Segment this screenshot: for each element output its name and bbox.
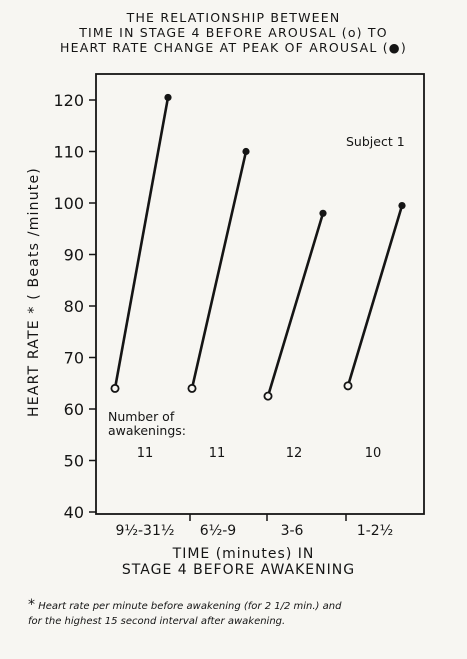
- plot-frame: [95, 73, 425, 515]
- x-axis: 9½-31½ 6½-9 3-6 1-2½: [116, 514, 393, 539]
- peak-arousal-point-4: [398, 201, 406, 210]
- y-tick-label-120: 120: [53, 91, 84, 110]
- chart-title-line-3: HEART RATE CHANGE AT PEAK OF AROUSAL (●): [60, 40, 407, 55]
- chart-title: THE RELATIONSHIP BETWEEN TIME IN STAGE 4…: [0, 10, 467, 55]
- awakenings-count-1: 11: [136, 446, 154, 461]
- footnote: * Heart rate per minute before awakening…: [28, 598, 448, 629]
- y-tick-label-100: 100: [53, 194, 84, 213]
- y-tick-label-90: 90: [64, 246, 84, 265]
- subject-label: Subject 1: [346, 134, 405, 149]
- chart-title-line-2: TIME IN STAGE 4 BEFORE AROUSAL (o) TO: [79, 25, 388, 40]
- before-arousal-point-1: [110, 383, 120, 393]
- y-tick-label-80: 80: [64, 297, 84, 316]
- peak-arousal-point-1: [164, 93, 172, 102]
- x-tick-label-3: 3-6: [281, 523, 304, 539]
- awakenings-label-line-1: Number of: [108, 409, 175, 424]
- change-line-1: [113, 97, 170, 389]
- footnote-line-1: Heart rate per minute before awakening (…: [38, 601, 342, 612]
- y-axis: 40 50 60 70 80 90 100 110 120: [53, 91, 96, 522]
- footnote-marker: *: [28, 597, 35, 613]
- y-tick-label-110: 110: [53, 143, 84, 162]
- x-tick-label-4: 1-2½: [357, 523, 393, 539]
- peak-arousal-point-2: [242, 147, 250, 156]
- y-tick-label-60: 60: [64, 400, 84, 419]
- awakenings-label-line-2: awakenings:: [108, 423, 187, 438]
- y-tick-label-40: 40: [64, 503, 84, 522]
- x-tick-label-2: 6½-9: [200, 523, 236, 539]
- awakenings-count-4: 10: [364, 446, 382, 461]
- y-tick-label-70: 70: [64, 349, 84, 368]
- chart-title-line-1: THE RELATIONSHIP BETWEEN: [126, 10, 341, 25]
- change-line-4: [346, 205, 404, 387]
- awakenings-label: Number of awakenings:: [108, 410, 186, 438]
- before-arousal-point-3: [263, 391, 273, 401]
- x-axis-label-line-1: TIME (minutes) IN: [172, 546, 315, 562]
- awakenings-count-3: 12: [285, 446, 303, 461]
- change-line-2: [190, 151, 248, 389]
- x-axis-label: TIME (minutes) IN STAGE 4 BEFORE AWAKENI…: [0, 546, 467, 578]
- change-line-3: [266, 212, 325, 397]
- data-series: [110, 93, 406, 401]
- y-tick-label-50: 50: [64, 452, 84, 471]
- peak-arousal-point-3: [319, 209, 327, 217]
- x-axis-label-line-2: STAGE 4 BEFORE AWAKENING: [121, 562, 356, 578]
- before-arousal-point-4: [343, 381, 353, 391]
- x-tick-label-1: 9½-31½: [116, 523, 175, 539]
- footnote-line-2: for the highest 15 second interval after…: [28, 616, 286, 627]
- y-axis-label: HEART RATE * ( Beats /minute): [26, 167, 42, 417]
- before-arousal-point-2: [187, 383, 197, 393]
- awakenings-count-2: 11: [208, 446, 226, 461]
